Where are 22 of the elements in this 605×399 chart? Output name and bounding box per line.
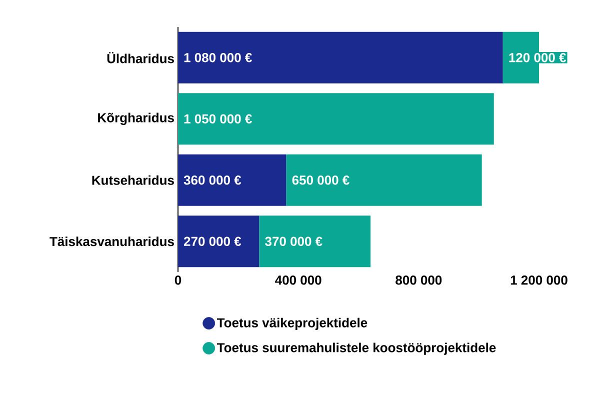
y-tick-label: Üldharidus (107, 52, 174, 64)
y-tick-label: Kõrgharidus (98, 112, 174, 125)
bar (259, 216, 371, 268)
data-label: 650 000 € (292, 176, 350, 185)
bar (286, 154, 482, 206)
x-tick-label: 400 000 (275, 276, 322, 285)
x-tick-label: 0 (174, 276, 182, 285)
x-tick-label: 800 000 (396, 276, 442, 285)
data-label: 270 000 € (184, 236, 242, 246)
data-label: 120 000 € (509, 53, 566, 62)
bar (178, 93, 494, 145)
y-tick-label: Täiskasvanuharidus (50, 236, 174, 246)
x-tick-label: 1 200 000 (510, 276, 568, 285)
y-tick-label: Kutseharidus (92, 175, 174, 185)
data-label: 1 080 000 € (184, 53, 252, 62)
bar (178, 32, 503, 84)
data-label: 370 000 € (265, 236, 322, 246)
bar (178, 154, 286, 206)
data-label: 1 050 000 € (184, 114, 252, 124)
data-label: 360 000 € (184, 176, 242, 185)
legend-label: Toetus väikeprojektidele (216, 318, 368, 330)
legend-label: Toetus suuremahulistele koostööprojektidele (216, 342, 496, 355)
